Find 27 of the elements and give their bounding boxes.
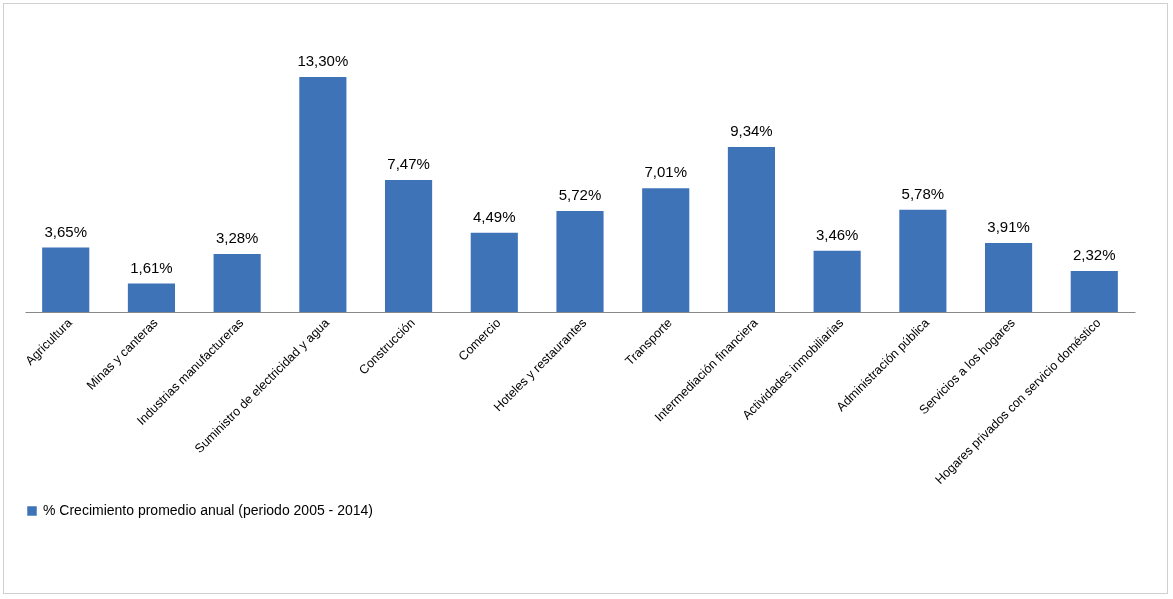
bar bbox=[813, 250, 861, 312]
data-label: 9,34% bbox=[730, 121, 773, 139]
bar bbox=[213, 254, 261, 312]
data-label: 5,78% bbox=[901, 184, 945, 202]
bar bbox=[470, 232, 518, 312]
data-label: 2,32% bbox=[1073, 246, 1116, 264]
bar bbox=[727, 146, 775, 312]
bar bbox=[1070, 271, 1118, 312]
data-label: 3,91% bbox=[987, 217, 1030, 235]
legend-label: % Crecimiento promedio anual (periodo 2005 - 2014) bbox=[43, 502, 373, 518]
data-label: 1,61% bbox=[130, 258, 173, 276]
bar bbox=[985, 242, 1033, 312]
data-label: 7,47% bbox=[387, 155, 430, 173]
data-label: 13,30% bbox=[297, 52, 349, 69]
bar bbox=[42, 247, 90, 312]
data-label: 3,28% bbox=[215, 229, 259, 247]
bar bbox=[127, 283, 175, 312]
data-label: 4,49% bbox=[473, 207, 516, 225]
bar bbox=[556, 210, 604, 312]
bar bbox=[899, 209, 947, 312]
bar bbox=[385, 180, 433, 312]
data-label: 5,72% bbox=[558, 185, 602, 203]
bar bbox=[642, 188, 690, 312]
data-label: 3,65% bbox=[44, 222, 87, 240]
data-label: 3,46% bbox=[815, 225, 859, 243]
bar bbox=[299, 77, 347, 312]
data-label: 7,01% bbox=[644, 163, 687, 181]
